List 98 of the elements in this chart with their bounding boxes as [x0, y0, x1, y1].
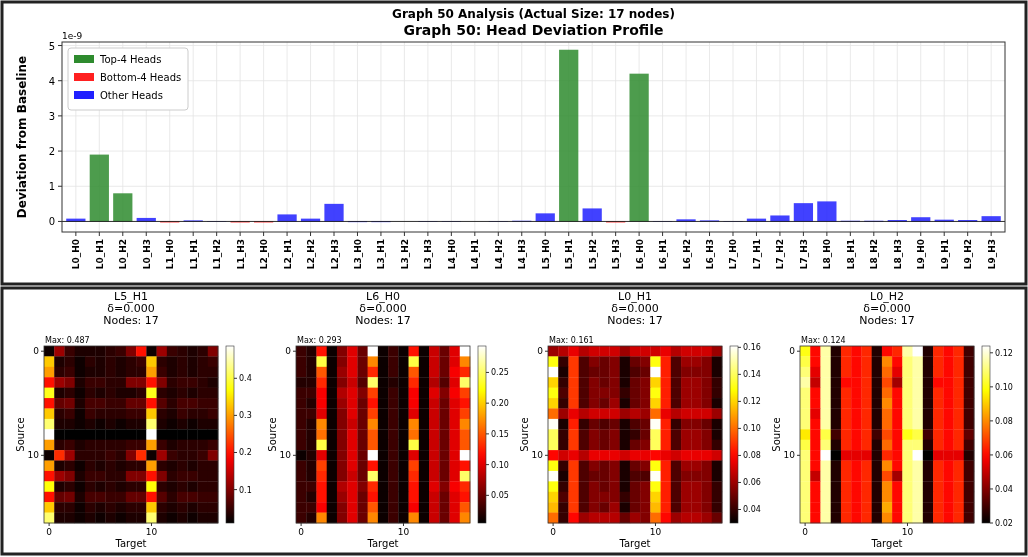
color-bar-label: 0.2 — [239, 448, 252, 458]
x-tick-label: L5_H1 — [564, 239, 575, 270]
color-bar-label: 0.04 — [995, 484, 1013, 494]
color-bar-label: 0.20 — [491, 399, 509, 409]
x-tick-label: L4_H1 — [470, 239, 481, 270]
x-tick-label: L9_H3 — [986, 239, 997, 270]
x-tick-label: 0 — [298, 527, 305, 537]
x-tick-label: L8_H0 — [822, 239, 833, 270]
x-tick-label: L7_H1 — [751, 239, 762, 270]
x-tick-label: L0_H3 — [141, 239, 152, 270]
color-bar-label: 0.3 — [239, 411, 252, 421]
x-axis-title: Target — [366, 538, 399, 549]
color-bar-label: 0.14 — [743, 370, 761, 380]
x-tick-label: L1_H0 — [165, 239, 176, 270]
legend-label: Bottom-4 Heads — [100, 72, 182, 83]
x-tick-label: L4_H2 — [493, 239, 504, 270]
color-bar-label: 0.25 — [491, 368, 509, 378]
x-tick-label: L3_H0 — [352, 239, 363, 270]
x-tick-label: L8_H2 — [869, 239, 880, 270]
x-tick-label: L6_H1 — [658, 239, 669, 270]
x-tick-label: L9_H1 — [939, 239, 950, 270]
x-tick-label: 10 — [649, 527, 662, 537]
color-bar-label: 0.05 — [491, 491, 509, 501]
color-bar-label: 0.15 — [491, 429, 509, 439]
x-tick-label: L3_H3 — [423, 239, 434, 270]
color-bar-label: 0.16 — [743, 343, 761, 353]
y-axis-title: Source — [519, 417, 530, 452]
color-bar-label: 0.06 — [743, 478, 761, 488]
x-tick-label: L6_H2 — [681, 239, 692, 270]
y-tick-label: 1 — [48, 181, 55, 193]
x-tick-label: L1_H1 — [188, 239, 199, 270]
color-bar-label: 0.08 — [995, 416, 1013, 426]
x-tick-label: 0 — [550, 527, 557, 537]
color-bar-label: 0.10 — [743, 424, 761, 434]
x-tick-label: L4_H3 — [517, 239, 528, 270]
text: Max: 0.161 — [549, 336, 594, 345]
x-tick-label: 0 — [802, 527, 809, 537]
y-axis-title: Source — [15, 417, 26, 452]
x-tick-label: L5_H2 — [587, 239, 598, 270]
y-tick-label: 3 — [48, 110, 55, 122]
color-bar-label: 0.02 — [995, 519, 1013, 528]
x-tick-label: L2_H1 — [282, 239, 293, 270]
x-tick-label: L9_H0 — [916, 239, 927, 270]
chart-title: L0_H2 δ=0.000 Nodes: 17 — [859, 290, 915, 327]
x-tick-label: L7_H3 — [798, 239, 809, 270]
y-tick-label: 5 — [48, 40, 55, 52]
x-tick-label: L7_H0 — [728, 239, 739, 270]
x-tick-label: L8_H1 — [845, 239, 856, 270]
color-bar-label: 0.10 — [995, 382, 1013, 392]
y-axis-title: Source — [267, 417, 278, 452]
y-tick-label: 0 — [48, 216, 55, 228]
x-tick-label: L0_H1 — [94, 239, 105, 270]
x-axis-title: Target — [114, 538, 147, 549]
x-tick-label: L5_H3 — [611, 239, 622, 270]
x-tick-label: L3_H2 — [399, 239, 410, 270]
legend-label: Top-4 Heads — [99, 54, 162, 65]
x-tick-label: L9_H2 — [963, 239, 974, 270]
color-bar-label: 0.12 — [743, 397, 761, 407]
x-tick-label: L0_H2 — [118, 239, 129, 270]
chart-title: L5_H1 δ=0.000 Nodes: 17 — [103, 290, 159, 327]
chart-title: L0_H1 δ=0.000 Nodes: 17 — [607, 290, 663, 327]
y-tick-label: 4 — [48, 75, 55, 87]
x-tick-label: 10 — [901, 527, 914, 537]
y-axis-title: Deviation from Baseline — [15, 55, 29, 219]
y-axis-title: Source — [771, 417, 782, 452]
x-tick-label: L8_H3 — [892, 239, 903, 270]
color-bar-label: 0.4 — [239, 374, 252, 384]
x-axis-title: Target — [618, 538, 651, 549]
x-tick-label: L1_H3 — [235, 239, 246, 270]
legend-label: Other Heads — [100, 90, 163, 101]
color-bar-label: 0.12 — [995, 348, 1013, 358]
color-bar-label: 0.10 — [491, 460, 509, 470]
text: Max: 0.124 — [801, 336, 846, 345]
y-tick-label: 2 — [48, 146, 55, 158]
chart-title: Graph 50: Head Deviation Profile — [403, 22, 664, 38]
x-tick-label: 10 — [145, 527, 158, 537]
x-tick-label: L2_H0 — [259, 239, 270, 270]
x-tick-label: L4_H0 — [446, 239, 457, 270]
x-tick-label: 10 — [397, 527, 410, 537]
x-tick-label: L0_H0 — [71, 239, 82, 270]
text: Max: 0.487 — [45, 336, 90, 345]
x-tick-label: L5_H0 — [540, 239, 551, 270]
chart-title: L6_H0 δ=0.000 Nodes: 17 — [355, 290, 411, 327]
x-axis-title: Target — [870, 538, 903, 549]
x-tick-label: L6_H3 — [705, 239, 716, 270]
color-bar-label: 0.06 — [995, 450, 1013, 460]
text: Max: 0.293 — [297, 336, 342, 345]
color-bar-label: 0.1 — [239, 485, 252, 495]
x-tick-label: L1_H2 — [212, 239, 223, 270]
x-tick-label: L3_H1 — [376, 239, 387, 270]
x-tick-label: L7_H2 — [775, 239, 786, 270]
x-tick-label: L2_H3 — [329, 239, 340, 270]
x-tick-label: L6_H0 — [634, 239, 645, 270]
text: 1e-9 — [62, 31, 83, 41]
chart-subtitle: Graph 50 Analysis (Actual Size: 17 nodes) — [392, 7, 675, 21]
x-tick-label: L2_H2 — [306, 239, 317, 270]
color-bar-label: 0.08 — [743, 451, 761, 461]
color-bar-label: 0.04 — [743, 505, 761, 515]
